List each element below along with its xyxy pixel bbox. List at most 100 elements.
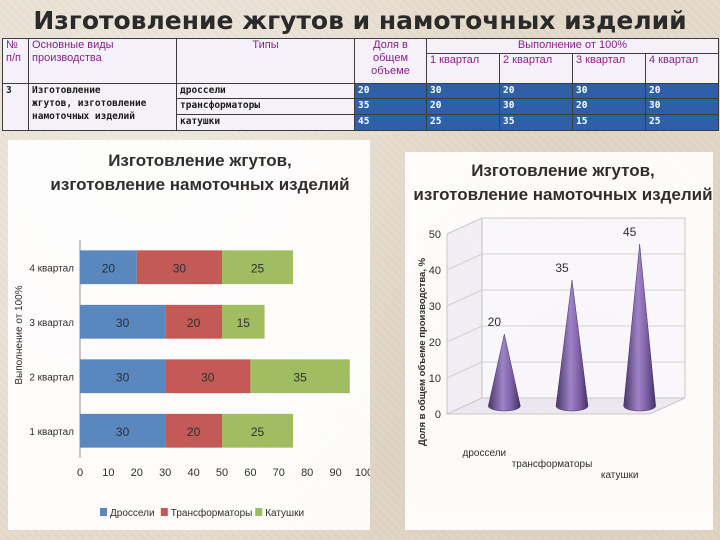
header-share: Доля в общем объеме (354, 38, 427, 84)
chart-title-line-1: Изготовление жгутов, (471, 161, 655, 180)
value-cell: 25 (645, 114, 719, 131)
value-cell: 35 (499, 114, 573, 131)
row-kind-line-1: Изготовление (32, 85, 101, 96)
value-cell: 30 (499, 98, 573, 115)
bar-segment (80, 359, 166, 394)
bar-segment (222, 250, 293, 285)
x-tick-label: 50 (216, 467, 228, 479)
x-tick-label: 70 (273, 467, 285, 479)
bar-segment (165, 413, 222, 448)
header-execution: Выполнение от 100% (426, 38, 719, 54)
gridline (446, 325, 685, 343)
x-tick-label: 90 (329, 467, 341, 479)
category-label: 3 квартал (29, 318, 74, 329)
y-axis-label: Выполнение от 100% (14, 285, 25, 384)
row-kind: Изготовление жгутов, изготовление намото… (28, 83, 177, 131)
value-cell: 20 (572, 98, 646, 115)
chart-title-line-1: Изготовление жгутов, (108, 151, 292, 170)
row-kind-line-3: намоточных изделий (32, 111, 135, 122)
x-tick-label: 40 (187, 467, 199, 479)
x-tick-label: 60 (244, 467, 256, 479)
bar-segment (136, 250, 222, 285)
cone (488, 333, 521, 412)
category-label: катушки (601, 470, 639, 481)
value-cell: 30 (572, 83, 646, 99)
data-label: 20 (488, 315, 502, 329)
chart-title-line-2: изготовление намоточных изделий (50, 175, 349, 194)
data-label: 20 (187, 425, 201, 439)
x-tick-label: 20 (131, 467, 143, 479)
x-tick-label: 30 (159, 467, 171, 479)
x-tick-label: 80 (301, 467, 313, 479)
stacked-bar-chart: Изготовление жгутов, изготовление намото… (14, 151, 373, 519)
cone-chart: Изготовление жгутов, изготовление намото… (413, 161, 712, 481)
slide-title: Изготовление жгутов и намоточных изделий (33, 6, 687, 35)
header-q1: 1 квартал (426, 53, 500, 84)
bar-segment (165, 304, 222, 339)
stacked-bar-chart-panel: Изготовление жгутов, изготовление намото… (8, 140, 373, 530)
data-label: 30 (116, 370, 130, 384)
cone (623, 243, 656, 412)
bar-segment (250, 359, 350, 394)
y-tick-label: 20 (429, 337, 441, 349)
data-label: 30 (201, 370, 215, 384)
y-tick-label: 10 (429, 373, 441, 385)
bar-segment (165, 359, 251, 394)
gridline (446, 253, 685, 271)
value-cell: 20 (499, 83, 573, 99)
legend-label: Катушки (265, 508, 304, 519)
legend-label: Трансформаторы (171, 507, 253, 519)
type-cell: катушки (176, 114, 355, 131)
production-table: № п/п Основные виды производства Типы До… (2, 38, 719, 131)
header-types: Типы (176, 38, 355, 84)
gridline (446, 217, 685, 235)
bar-segment (222, 413, 293, 448)
value-cell: 20 (645, 83, 719, 99)
value-cell: 25 (426, 114, 500, 131)
gridline (446, 289, 685, 307)
category-label: трансформаторы (512, 458, 593, 470)
data-label: 25 (251, 261, 265, 275)
value-cell: 30 (426, 83, 500, 99)
x-tick-label: 0 (77, 467, 83, 479)
x-tick-label: 100 (355, 467, 370, 479)
type-cell: дроссели (176, 83, 355, 99)
data-label: 35 (293, 370, 307, 384)
legend-swatch (255, 508, 263, 516)
data-label: 20 (102, 261, 116, 275)
y-tick-label: 50 (429, 229, 441, 241)
data-label: 30 (173, 261, 187, 275)
header-num: № п/п (2, 38, 29, 84)
legend-swatch (100, 508, 107, 516)
side-wall (446, 217, 483, 415)
legend-swatch (160, 508, 168, 516)
data-label: 20 (187, 316, 201, 330)
cone-chart-panel: Изготовление жгутов, изготовление намото… (405, 152, 713, 530)
cone (555, 279, 589, 412)
bar-segment (80, 304, 166, 339)
y-tick-label: 30 (429, 301, 441, 313)
bar-segment (222, 304, 265, 339)
bar-segment (80, 413, 166, 448)
header-q4: 4 квартал (645, 53, 719, 84)
share-cell: 45 (354, 114, 427, 131)
y-tick-label: 40 (429, 265, 441, 277)
category-label: 4 квартал (29, 263, 74, 274)
share-cell: 35 (354, 98, 427, 115)
data-label: 30 (116, 316, 130, 330)
data-label: 45 (623, 225, 637, 239)
header-q3: 3 квартал (572, 53, 646, 84)
y-axis-label: Доля в общем объеме производства, % (417, 257, 428, 446)
row-kind-line-2: жгутов, изготовление (32, 98, 147, 109)
value-cell: 20 (426, 98, 500, 115)
type-cell: трансформаторы (176, 98, 355, 115)
value-cell: 30 (645, 98, 719, 115)
data-label: 35 (555, 261, 569, 275)
header-kind: Основные виды производства (28, 38, 177, 84)
data-label: 15 (237, 316, 251, 330)
data-label: 25 (251, 425, 265, 439)
category-label: дроссели (463, 448, 507, 459)
legend-label: Дроссели (110, 508, 155, 519)
data-label: 30 (116, 425, 130, 439)
value-cell: 15 (572, 114, 646, 131)
